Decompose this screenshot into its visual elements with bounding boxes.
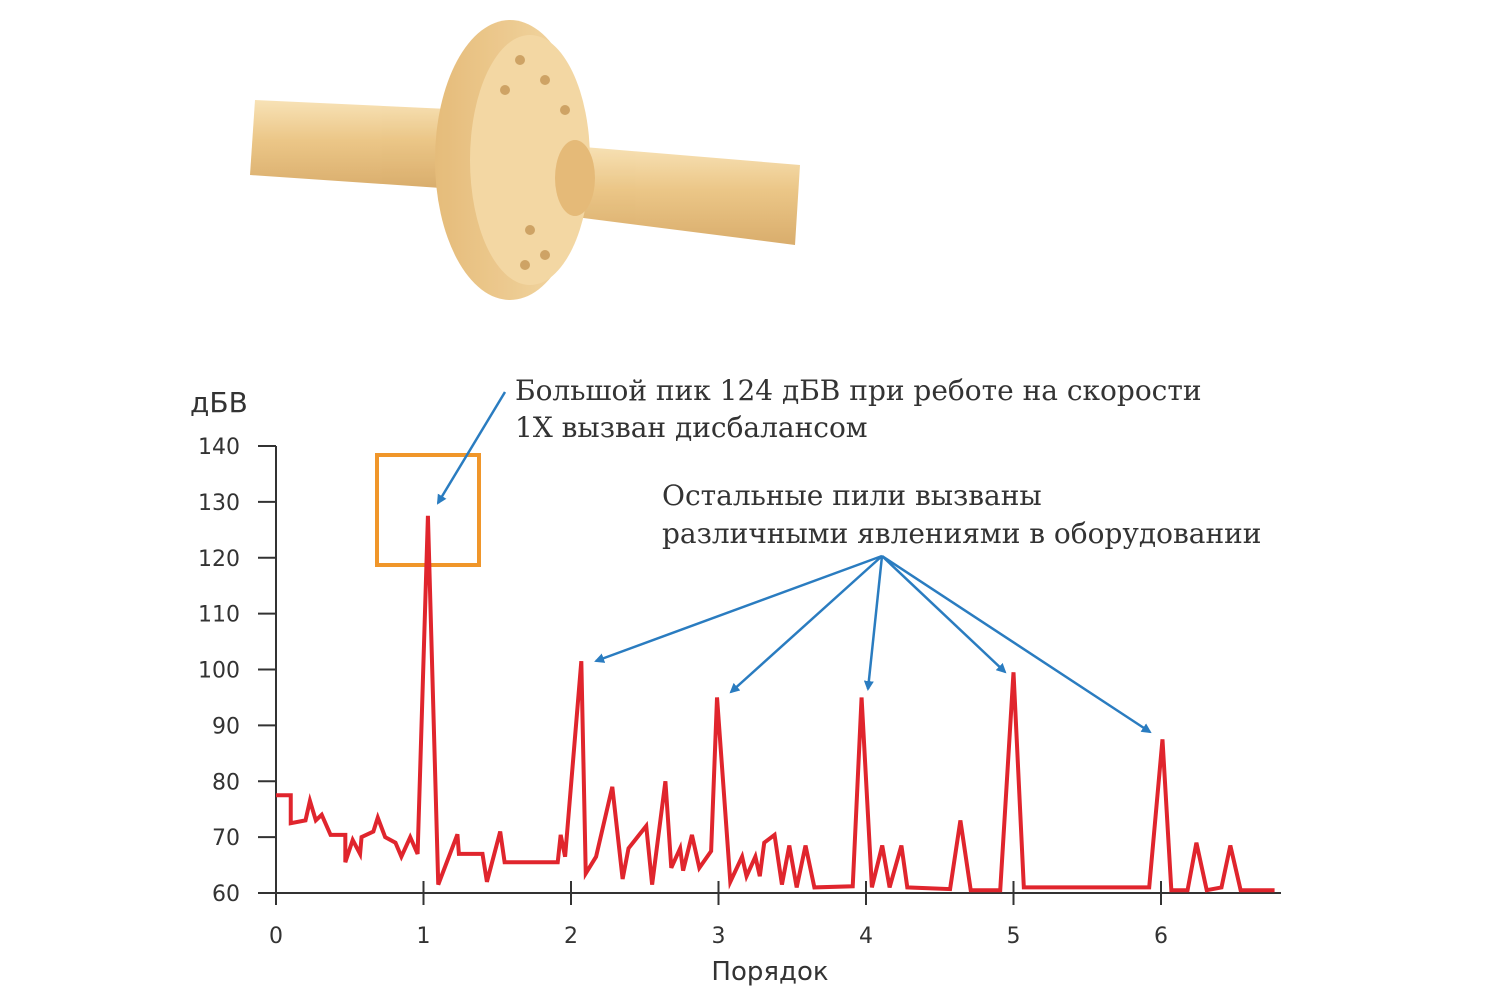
annotation: различными явлениями в оборудовании xyxy=(662,517,1261,550)
shaft-illustration xyxy=(250,20,800,300)
annotation: Большой пик 124 дБВ при реботе на скорос… xyxy=(515,374,1202,407)
annotation: 1X вызван дисбалансом xyxy=(515,411,868,444)
annotation: Остальные пили вызваны xyxy=(662,479,1042,512)
y-tick-label: 100 xyxy=(198,659,240,684)
y-tick-label: 110 xyxy=(198,603,240,628)
x-tick-label: 1 xyxy=(417,924,431,949)
x-tick-label: 4 xyxy=(859,924,873,949)
x-tick-label: 3 xyxy=(712,924,726,949)
x-axis-label: Порядок xyxy=(711,957,828,987)
y-tick-label: 90 xyxy=(212,714,240,739)
y-tick-label: 80 xyxy=(212,770,240,795)
y-tick-label: 130 xyxy=(198,491,240,516)
x-tick-label: 0 xyxy=(269,924,283,949)
y-tick-label: 120 xyxy=(198,547,240,572)
y-tick-label: 60 xyxy=(212,882,240,907)
data-line xyxy=(276,515,1275,893)
x-tick-label: 5 xyxy=(1007,924,1021,949)
y-axis-label: дБВ xyxy=(190,386,248,419)
y-tick-label: 70 xyxy=(212,826,240,851)
arrows xyxy=(436,391,1152,734)
x-tick-label: 2 xyxy=(564,924,578,949)
x-tick-label: 6 xyxy=(1154,924,1168,949)
y-tick-label: 140 xyxy=(198,435,240,460)
